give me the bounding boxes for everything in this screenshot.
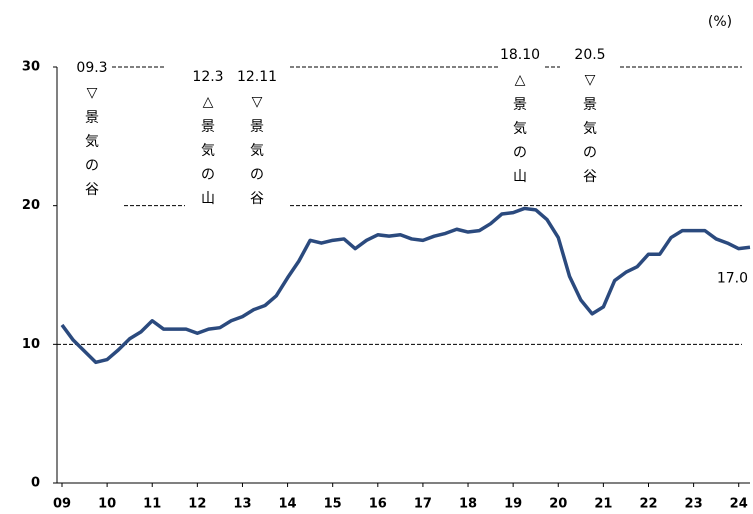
annotation-bg: [572, 45, 608, 65]
annotation-char: 気: [513, 121, 527, 137]
annotation-char: 気: [201, 143, 215, 159]
annotation-mark: △: [515, 72, 526, 88]
annotation-mark: △: [203, 94, 214, 110]
annotation-bg: [190, 67, 226, 87]
annotation-char: の: [250, 167, 264, 183]
annotation-char: 景: [513, 97, 527, 113]
x-tick-label: 15: [324, 497, 342, 512]
annotation-char: 谷: [583, 169, 597, 185]
annotation-date: 20.5: [574, 47, 605, 63]
annotation-date: 12.11: [237, 69, 277, 85]
annotation-char: 景: [583, 97, 597, 113]
annotation-char: 谷: [85, 182, 99, 198]
annotation-bg: [74, 58, 110, 78]
annotation-char: 景: [201, 119, 215, 135]
x-tick-label: 16: [369, 497, 387, 512]
y-tick-label: 10: [22, 337, 40, 352]
x-tick-label: 10: [98, 497, 116, 512]
annotation-char: の: [201, 167, 215, 183]
annotation-char: 山: [513, 169, 527, 185]
data-line: [60, 206, 751, 365]
x-tick-label: 13: [233, 497, 251, 512]
value-label: 17.0: [717, 270, 748, 286]
annotation-char: 景: [85, 110, 99, 126]
annotation-mark: ▽: [87, 85, 98, 101]
annotation-mark: ▽: [585, 72, 596, 88]
annotation-char: の: [513, 145, 527, 161]
annotation-char: 気: [583, 121, 597, 137]
annotation-date: 09.3: [76, 60, 107, 76]
x-tick-label: 20: [549, 497, 567, 512]
y-tick-label: 0: [31, 476, 40, 491]
annotation-char: 気: [85, 134, 99, 150]
x-tick-label: 12: [188, 497, 206, 512]
annotation-char: の: [85, 158, 99, 174]
y-tick-label: 30: [22, 60, 40, 75]
x-tick-label: 11: [143, 497, 161, 512]
x-tick-label: 18: [459, 497, 477, 512]
annotation-date: 12.3: [192, 69, 223, 85]
annotation-date: 18.10: [500, 47, 540, 63]
y-tick-label: 20: [22, 198, 40, 213]
annotation-char: 山: [201, 191, 215, 207]
annotation-char: 谷: [250, 191, 264, 207]
annotation-mark: ▽: [252, 94, 263, 110]
x-tick-label: 22: [639, 497, 657, 512]
x-tick-label: 23: [685, 497, 703, 512]
annotation-char: 景: [250, 119, 264, 135]
x-tick-label: 21: [594, 497, 612, 512]
annotation-char: の: [583, 145, 597, 161]
unit-label: (%): [708, 14, 732, 30]
x-tick-label: 17: [414, 497, 432, 512]
annotation-char: 気: [250, 143, 264, 159]
x-tick-label: 19: [504, 497, 522, 512]
annotation-bg: [502, 45, 538, 65]
x-tick-label: 14: [279, 497, 297, 512]
x-tick-label: 09: [53, 497, 71, 512]
annotation-bg: [239, 67, 275, 87]
x-tick-label: 24: [730, 497, 748, 512]
